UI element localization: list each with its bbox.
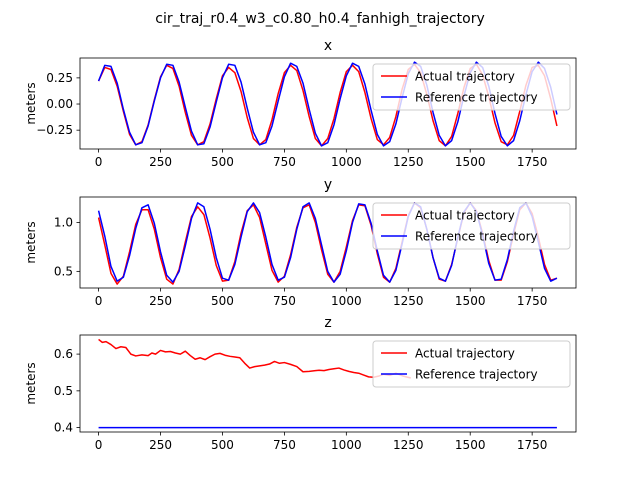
x-tick-label: 1750 [517,294,548,308]
legend-box [372,202,571,250]
x-tick-label: 1500 [455,155,486,169]
y-tick-label: 0.5 [54,384,73,398]
x-tick-label: 1000 [331,155,362,169]
x-tick-label: 750 [273,155,296,169]
x-tick-label: 1000 [331,438,362,452]
x-tick-label: 0 [95,294,103,308]
x-tick-label: 750 [273,294,296,308]
legend: Actual trajectory Reference trajectory [372,63,571,111]
x-tick-label: 1250 [393,438,424,452]
y-tick-label: 0.00 [46,97,73,111]
x-tick-label: 250 [149,155,172,169]
y-tick-label: 0.4 [54,421,73,435]
x-tick-label: 1250 [393,294,424,308]
x-tick-label: 250 [149,438,172,452]
x-tick-label: 0 [95,438,103,452]
x-tick-label: 1750 [517,155,548,169]
y-axis-label: meters [24,82,38,124]
legend-label: Actual trajectory [415,70,515,84]
y-tick-label: 0.6 [54,347,73,361]
x-tick-label: 1500 [455,438,486,452]
x-tick-label: 1250 [393,155,424,169]
legend-box [372,63,571,111]
legend-box [372,340,571,388]
y-tick-label: 1.0 [54,215,73,229]
legend-label: Reference trajectory [415,230,538,244]
subplot-x: x meters 0 250 500 750 1000 1250 1500 1750 −0.25 0.… [24,38,577,169]
y-axis-label: meters [24,221,38,263]
subplot-title: x [324,38,332,54]
x-tick-label: 0 [95,155,103,169]
subplot-z: z meters 0 250 500 750 1000 1250 1500 1750 0.4 0.5 0… [24,315,577,452]
legend: Actual trajectory Reference trajectory [372,340,571,388]
y-tick-label: −0.25 [36,123,73,137]
subplot-title: y [324,177,332,193]
x-tick-label: 1750 [517,438,548,452]
y-tick-label: 0.25 [46,71,73,85]
y-axis-label: meters [24,362,38,404]
x-tick-label: 1500 [455,294,486,308]
y-tick-label: 0.5 [54,264,73,278]
x-tick-label: 500 [211,438,234,452]
figure-suptitle: cir_traj_r0.4_w3_c0.80_h0.4_fanhigh_traj… [155,11,484,27]
legend: Actual trajectory Reference trajectory [372,202,571,250]
axes-frame [79,334,577,433]
subplot-title: z [324,315,331,331]
axes-frame [79,196,577,289]
legend-label: Actual trajectory [415,209,515,223]
x-tick-label: 1000 [331,294,362,308]
legend-label: Reference trajectory [415,91,538,105]
axes-frame [79,57,577,150]
series-line-actual [98,338,411,379]
x-tick-label: 250 [149,294,172,308]
legend-label: Actual trajectory [415,347,515,361]
legend-label: Reference trajectory [415,368,538,382]
x-tick-label: 750 [273,438,296,452]
subplot-y: y meters 0 250 500 750 1000 1250 1500 1750 0.5 1.0 A… [24,177,577,308]
x-tick-label: 500 [211,294,234,308]
x-tick-label: 500 [211,155,234,169]
